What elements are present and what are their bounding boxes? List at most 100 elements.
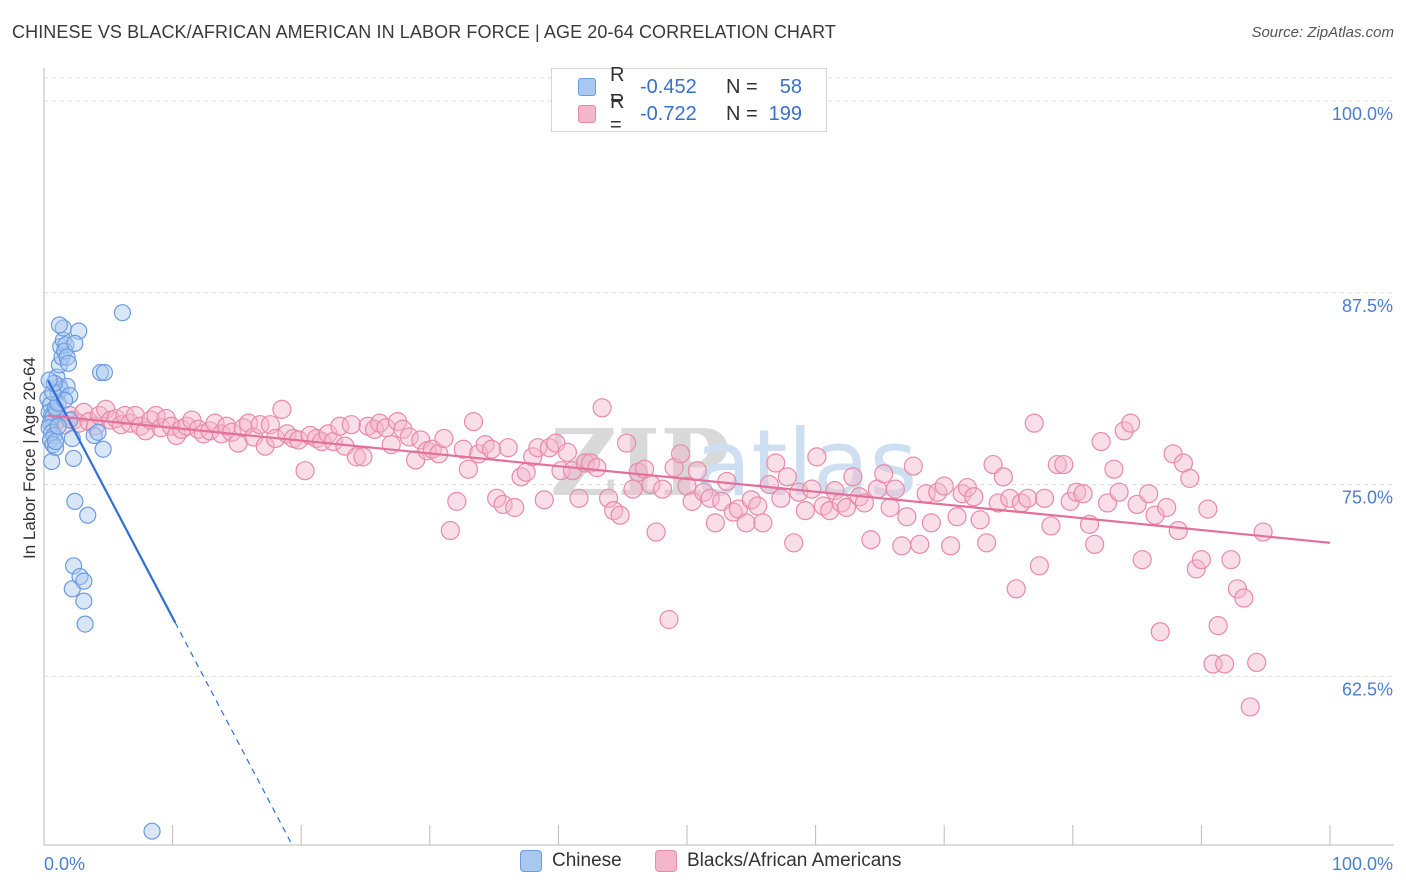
legend-r-value: -0.452 xyxy=(640,75,697,98)
data-point xyxy=(91,363,110,382)
x-tick-labels: 0.0% 100.0% xyxy=(44,854,1393,874)
data-point xyxy=(1018,488,1038,508)
data-point xyxy=(947,507,967,527)
data-point xyxy=(784,533,804,553)
data-point xyxy=(670,444,691,464)
data-point xyxy=(795,500,815,521)
data-point xyxy=(113,304,132,322)
data-point xyxy=(964,487,984,507)
data-point xyxy=(1145,505,1165,525)
chart-title: CHINESE VS BLACK/AFRICAN AMERICAN IN LAB… xyxy=(12,22,836,42)
data-point xyxy=(885,479,905,499)
data-point xyxy=(40,371,58,389)
y-axis-label: In Labor Force | Age 20-64 xyxy=(20,357,39,559)
trendline-blacks xyxy=(47,414,1331,544)
data-point xyxy=(677,476,697,496)
data-point xyxy=(1041,516,1061,536)
y-tick-labels: 62.5% 75.0% 87.5% 100.0% xyxy=(1332,104,1393,699)
data-point xyxy=(687,461,707,481)
data-point xyxy=(1221,550,1241,570)
data-point xyxy=(598,488,619,508)
data-point xyxy=(143,822,161,840)
data-point xyxy=(440,520,460,541)
data-point xyxy=(610,505,630,525)
data-point xyxy=(76,615,94,633)
y-tick-label: 100.0% xyxy=(1332,104,1393,124)
data-point xyxy=(1198,499,1218,519)
data-point xyxy=(1132,550,1152,570)
data-point xyxy=(295,461,315,481)
data-point xyxy=(1150,622,1170,642)
x-tick-label: 100.0% xyxy=(1332,854,1393,874)
data-point xyxy=(807,447,827,467)
data-point xyxy=(1085,534,1105,554)
legend-row-chinese: R = -0.452 N = 58 xyxy=(552,64,802,109)
data-point xyxy=(493,494,513,515)
data-point xyxy=(759,474,779,495)
data-point xyxy=(874,464,894,484)
data-point xyxy=(903,456,923,476)
data-point xyxy=(952,484,972,504)
gridlines xyxy=(44,77,1394,677)
data-point xyxy=(393,419,413,439)
legend-item-chinese[interactable]: Chinese xyxy=(520,850,622,872)
data-point xyxy=(766,453,786,473)
data-point xyxy=(64,557,83,575)
data-point xyxy=(463,412,484,432)
data-point xyxy=(988,493,1008,513)
data-point xyxy=(897,507,917,527)
data-point xyxy=(659,609,679,630)
y-tick-label: 87.5% xyxy=(1342,296,1393,316)
data-point xyxy=(523,447,543,467)
data-point xyxy=(1247,652,1267,673)
data-point xyxy=(1114,421,1134,441)
data-point xyxy=(498,438,518,458)
legend-n-value: 199 xyxy=(768,102,802,125)
data-point xyxy=(1034,488,1055,508)
data-point xyxy=(777,467,797,487)
x-tick-label: 0.0% xyxy=(44,854,85,874)
data-point xyxy=(820,500,840,521)
legend-swatch-chinese xyxy=(578,78,596,96)
data-point xyxy=(46,432,65,451)
legend-item-blacks[interactable]: Blacks/African Americans xyxy=(655,850,901,872)
data-point xyxy=(1203,654,1223,674)
data-point xyxy=(880,497,900,518)
data-point xyxy=(1253,522,1273,542)
data-point xyxy=(557,442,578,462)
data-point xyxy=(1157,497,1177,518)
data-point xyxy=(1029,556,1049,576)
data-point xyxy=(705,513,725,533)
data-point xyxy=(75,592,93,610)
legend-r-label: R = xyxy=(610,91,625,136)
data-point xyxy=(341,415,361,435)
data-point xyxy=(353,447,373,467)
data-point xyxy=(272,399,292,419)
data-point xyxy=(1180,468,1200,488)
data-point xyxy=(646,522,666,542)
data-point xyxy=(1139,484,1159,504)
data-point xyxy=(346,447,367,467)
data-point xyxy=(941,536,961,556)
data-point xyxy=(753,513,773,533)
data-point xyxy=(1214,654,1235,674)
data-point xyxy=(934,476,954,496)
data-point xyxy=(854,493,875,513)
source-label: Source: ZipAtlas.com xyxy=(1251,24,1394,41)
data-point xyxy=(921,513,941,533)
data-point xyxy=(1104,459,1124,479)
data-point xyxy=(892,536,912,556)
data-point xyxy=(836,497,857,518)
legend-r-label: R = xyxy=(610,64,625,109)
data-point xyxy=(1054,454,1074,475)
axes xyxy=(43,68,1394,846)
legend-n-value: 58 xyxy=(779,75,802,98)
data-point xyxy=(58,348,76,366)
legend-swatch-blacks xyxy=(655,850,677,872)
data-point xyxy=(79,506,97,524)
data-point xyxy=(94,440,112,458)
legend-label-blacks: Blacks/African Americans xyxy=(687,850,902,871)
data-point xyxy=(50,316,69,334)
data-point xyxy=(66,492,84,510)
